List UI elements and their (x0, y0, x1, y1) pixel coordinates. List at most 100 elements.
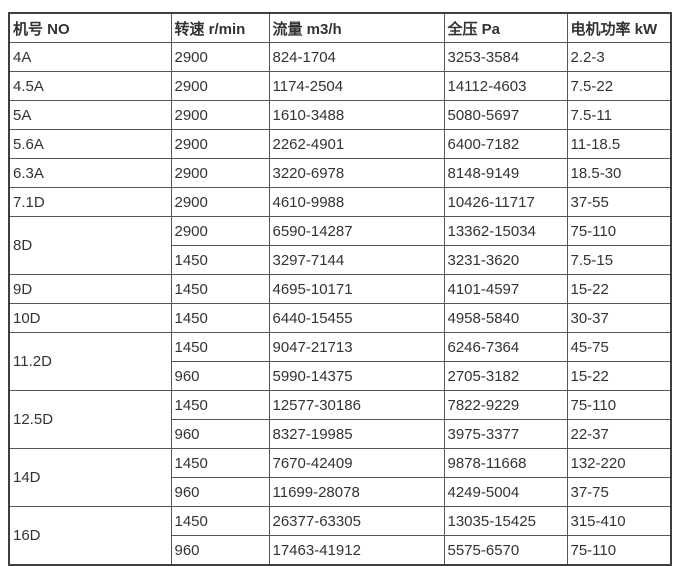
power-cell: 15-22 (566, 274, 672, 304)
column-header-pressure: 全压 Pa (443, 12, 568, 43)
rpm-cell: 1450 (170, 303, 270, 333)
model-cell: 5A (8, 100, 172, 130)
rpm-cell: 960 (170, 535, 270, 566)
model-cell: 9D (8, 274, 172, 304)
rpm-cell: 960 (170, 419, 270, 449)
power-cell: 15-22 (566, 361, 672, 391)
rpm-cell: 2900 (170, 71, 270, 101)
table-header-row: 机号 NO 转速 r/min 流量 m3/h 全压 Pa 电机功率 kW (8, 12, 672, 43)
table-row: 7.1D 2900 4610-9988 10426-11717 37-55 (8, 187, 672, 217)
pressure-cell: 8148-9149 (443, 158, 568, 188)
pressure-cell: 4101-4597 (443, 274, 568, 304)
rpm-cell: 1450 (170, 506, 270, 536)
pressure-cell: 6400-7182 (443, 129, 568, 159)
power-cell: 75-110 (566, 216, 672, 246)
page: 机号 NO 转速 r/min 流量 m3/h 全压 Pa 电机功率 kW 4A 2900 8… (8, 12, 672, 566)
column-header-model: 机号 NO (8, 12, 172, 43)
table-row: 5A 2900 1610-3488 5080-5697 7.5-11 (8, 100, 672, 130)
table-row: 6.3A 2900 3220-6978 8148-9149 18.5-30 (8, 158, 672, 188)
flow-cell: 3220-6978 (268, 158, 445, 188)
flow-cell: 6440-15455 (268, 303, 445, 333)
power-cell: 2.2-3 (566, 42, 672, 72)
rpm-cell: 1450 (170, 390, 270, 420)
table-row: 4A 2900 824-1704 3253-3584 2.2-3 (8, 42, 672, 72)
column-header-rpm: 转速 r/min (170, 12, 270, 43)
table-row: 1450 3297-7144 3231-3620 7.5-15 (9, 245, 672, 275)
table-row: 5.6A 2900 2262-4901 6400-7182 11-18.5 (8, 129, 672, 159)
rpm-cell: 1450 (170, 448, 270, 478)
power-cell: 37-55 (566, 187, 672, 217)
power-cell: 30-37 (566, 303, 672, 333)
pressure-cell: 5080-5697 (443, 100, 568, 130)
table-row: 11.2D 1450 9047-21713 6246-7364 45-75 (8, 332, 672, 391)
flow-cell: 3297-7144 (268, 245, 445, 275)
flow-cell: 5990-14375 (268, 361, 445, 391)
pressure-cell: 4958-5840 (443, 303, 568, 333)
pressure-cell: 6246-7364 (443, 332, 568, 362)
pressure-cell: 2705-3182 (443, 361, 568, 391)
model-cell: 8D (8, 216, 172, 275)
flow-cell: 26377-63305 (268, 506, 445, 536)
table-row: 10D 1450 6440-15455 4958-5840 30-37 (8, 303, 672, 333)
flow-cell: 6590-14287 (268, 216, 445, 246)
flow-cell: 12577-30186 (268, 390, 445, 420)
rpm-cell: 960 (170, 477, 270, 507)
rpm-cell: 1450 (170, 274, 270, 304)
pressure-cell: 4249-5004 (443, 477, 568, 507)
flow-cell: 1174-2504 (268, 71, 445, 101)
power-cell: 45-75 (566, 332, 672, 362)
column-header-flow: 流量 m3/h (268, 12, 445, 43)
table-row: 960 8327-19985 3975-3377 22-37 (9, 419, 672, 449)
table-row: 16D 1450 26377-63305 13035-15425 315-410 (8, 506, 672, 566)
model-cell: 7.1D (8, 187, 172, 217)
pressure-cell: 14112-4603 (443, 71, 568, 101)
table-row: 14D 1450 7670-42409 9878-11668 132-220 (8, 448, 672, 507)
table-row: 12.5D 1450 12577-30186 7822-9229 75-110 (8, 390, 672, 449)
pressure-cell: 9878-11668 (443, 448, 568, 478)
pressure-cell: 10426-11717 (443, 187, 568, 217)
rpm-cell: 2900 (170, 42, 270, 72)
rpm-cell: 2900 (170, 158, 270, 188)
model-cell: 4A (8, 42, 172, 72)
rpm-cell: 960 (170, 361, 270, 391)
power-cell: 22-37 (566, 419, 672, 449)
column-header-power: 电机功率 kW (566, 12, 672, 43)
power-cell: 37-75 (566, 477, 672, 507)
power-cell: 7.5-22 (566, 71, 672, 101)
table-row: 960 5990-14375 2705-3182 15-22 (9, 361, 672, 391)
power-cell: 75-110 (566, 535, 672, 566)
rpm-cell: 2900 (170, 100, 270, 130)
rpm-cell: 2900 (170, 187, 270, 217)
table-row: 960 11699-28078 4249-5004 37-75 (9, 477, 672, 507)
power-cell: 18.5-30 (566, 158, 672, 188)
model-cell: 14D (8, 448, 172, 507)
flow-cell: 17463-41912 (268, 535, 445, 566)
pressure-cell: 3253-3584 (443, 42, 568, 72)
power-cell: 132-220 (566, 448, 672, 478)
power-cell: 315-410 (566, 506, 672, 536)
power-cell: 11-18.5 (566, 129, 672, 159)
model-cell: 12.5D (8, 390, 172, 449)
fan-spec-table: 机号 NO 转速 r/min 流量 m3/h 全压 Pa 电机功率 kW 4A 2900 8… (8, 12, 672, 566)
model-cell: 16D (8, 506, 172, 566)
model-cell: 10D (8, 303, 172, 333)
flow-cell: 1610-3488 (268, 100, 445, 130)
power-cell: 75-110 (566, 390, 672, 420)
model-cell: 11.2D (8, 332, 172, 391)
power-cell: 7.5-15 (566, 245, 672, 275)
rpm-cell: 1450 (170, 245, 270, 275)
pressure-cell: 3975-3377 (443, 419, 568, 449)
flow-cell: 8327-19985 (268, 419, 445, 449)
model-cell: 4.5A (8, 71, 172, 101)
flow-cell: 824-1704 (268, 42, 445, 72)
power-cell: 7.5-11 (566, 100, 672, 130)
flow-cell: 4695-10171 (268, 274, 445, 304)
model-cell: 5.6A (8, 129, 172, 159)
pressure-cell: 13362-15034 (443, 216, 568, 246)
table-row: 4.5A 2900 1174-2504 14112-4603 7.5-22 (8, 71, 672, 101)
flow-cell: 4610-9988 (268, 187, 445, 217)
flow-cell: 7670-42409 (268, 448, 445, 478)
flow-cell: 9047-21713 (268, 332, 445, 362)
table-row: 9D 1450 4695-10171 4101-4597 15-22 (8, 274, 672, 304)
rpm-cell: 1450 (170, 332, 270, 362)
